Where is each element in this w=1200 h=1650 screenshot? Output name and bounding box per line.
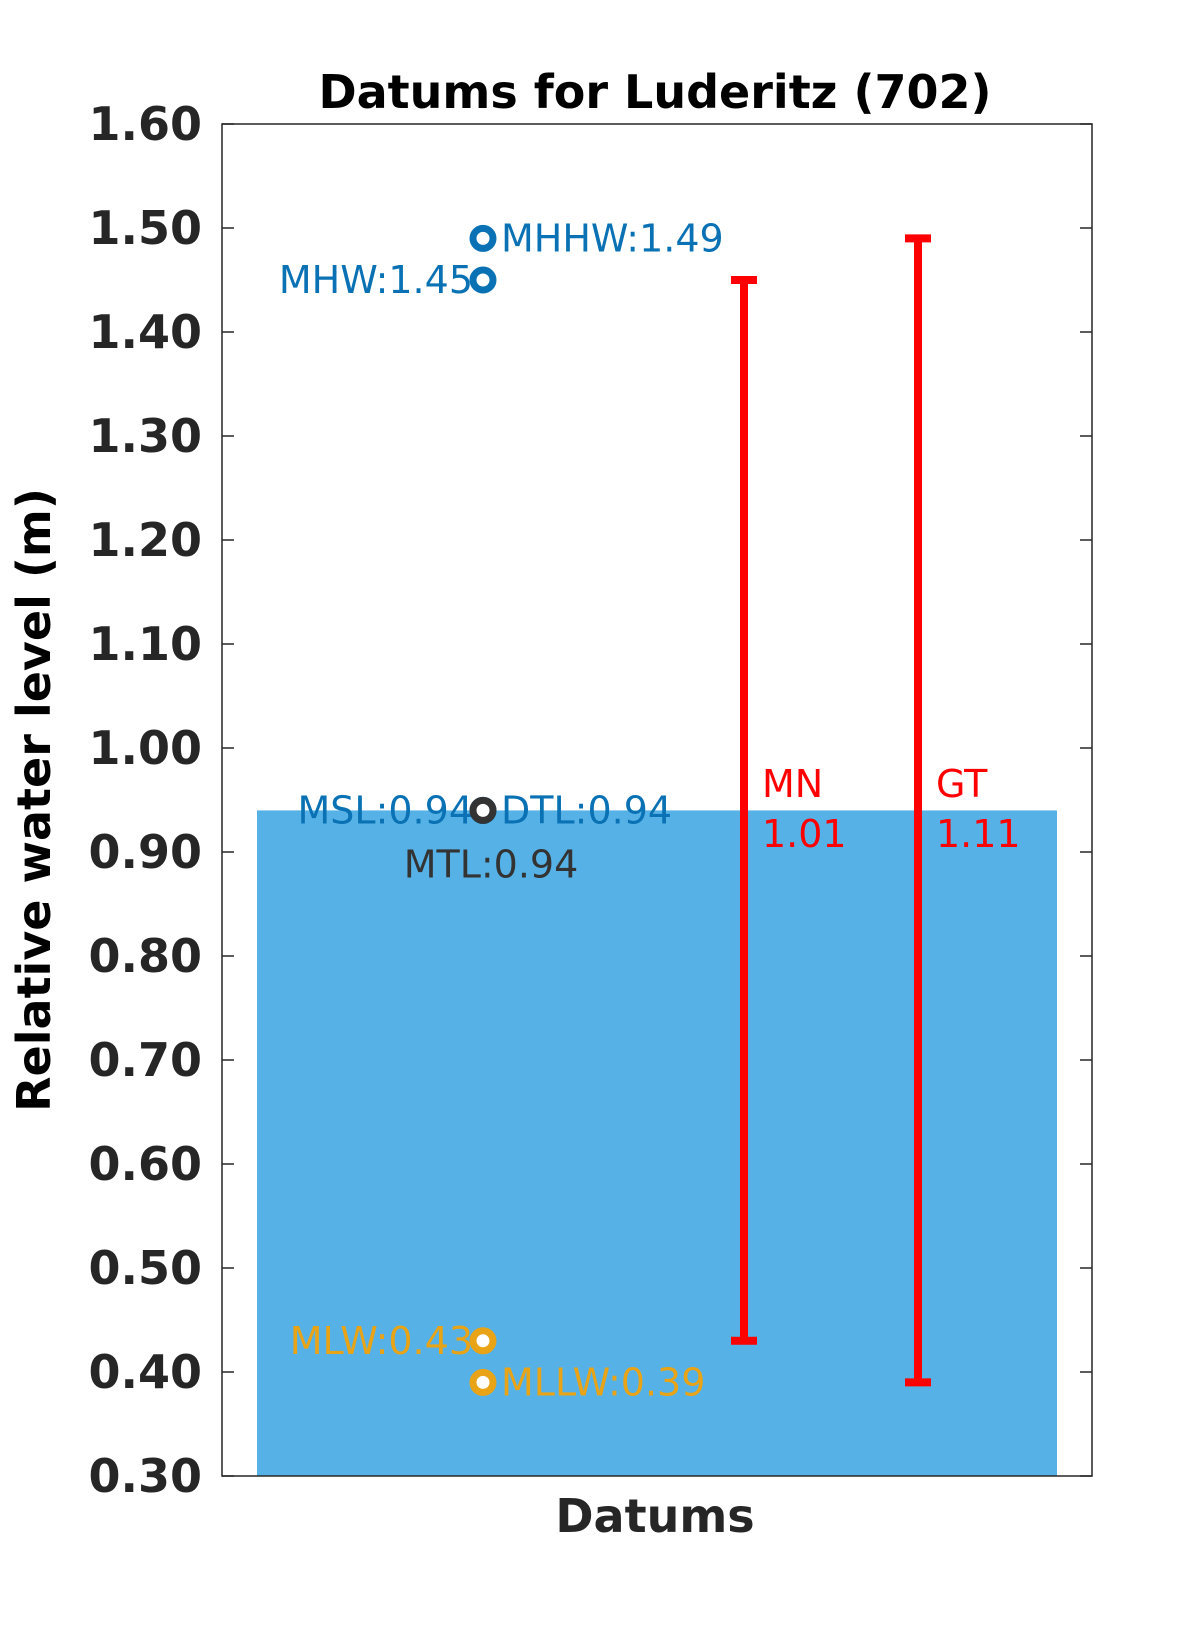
datum-label: MSL:0.94 [298,788,474,832]
msl-bar [257,810,1057,1476]
plot-area: 0.30 0.40 0.50 0.60 0.70 0.80 0.90 1.00 1.10 1.20… [89,97,1093,1503]
datum-label: MHHW:1.49 [501,216,724,260]
y-axis-label: Relative water level (m) [7,488,61,1112]
y-tick-label: 1.10 [89,617,203,671]
range-name: GT [936,762,988,806]
range-value: 1.01 [762,812,847,856]
y-tick-label: 1.20 [89,513,203,567]
range-name: MN [762,762,823,806]
datum-label: MLW:0.43 [290,1319,473,1363]
y-tick-label: 0.70 [89,1033,203,1087]
datum-label: MHW:1.45 [279,258,473,302]
datum-label: MTL:0.94 [404,842,579,886]
y-tick-label: 0.60 [89,1137,203,1191]
y-tick-label: 0.30 [89,1449,203,1503]
y-tick-label: 0.90 [89,825,203,879]
range-value: 1.11 [936,812,1021,856]
datum-point [469,1327,497,1355]
datum-label: MLLW:0.39 [501,1360,705,1404]
y-tick-label: 1.40 [89,305,203,359]
datum-point [469,1368,497,1396]
y-tick-label: 1.50 [89,201,203,255]
chart-title: Datums for Luderitz (702) [318,65,991,119]
datum-point [469,796,497,824]
x-axis-label: Datums [555,1489,754,1543]
y-tick-label: 1.30 [89,409,203,463]
y-tick-label: 0.80 [89,929,203,983]
plot-frame [221,123,1093,1477]
datum-label: DTL:0.94 [501,788,672,832]
datum-point [469,224,497,252]
y-tick-label: 0.50 [89,1241,203,1295]
y-tick-label: 1.00 [89,721,203,775]
y-tick-label: 0.40 [89,1345,203,1399]
datum-point [469,266,497,294]
y-tick-label: 1.60 [89,97,203,151]
